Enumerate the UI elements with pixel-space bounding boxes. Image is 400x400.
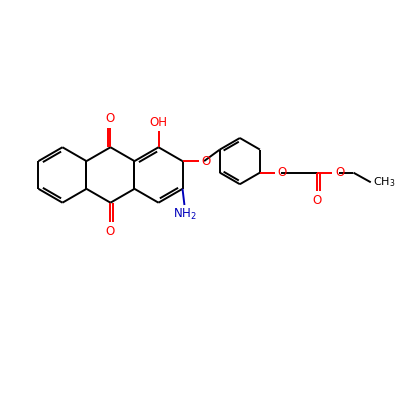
Text: O: O [106,225,115,238]
Text: NH$_2$: NH$_2$ [172,207,196,222]
Text: O: O [277,166,286,179]
Text: O: O [106,112,115,125]
Text: OH: OH [150,116,168,129]
Text: O: O [201,155,210,168]
Text: CH$_3$: CH$_3$ [373,175,395,189]
Text: O: O [335,166,344,179]
Text: O: O [312,194,322,207]
